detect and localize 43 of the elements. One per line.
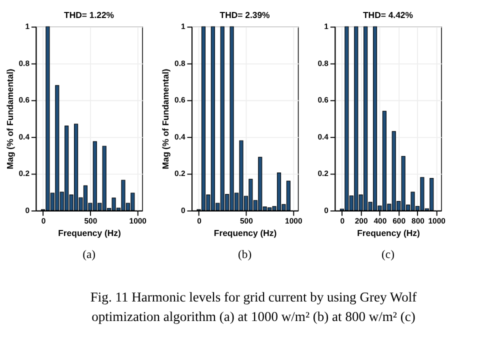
- x-tick-label: 800: [412, 216, 424, 226]
- text: (b): [238, 248, 252, 261]
- chart-title: THD= 4.42%: [362, 10, 414, 20]
- chart-title: THD= 2.39%: [220, 10, 270, 20]
- y-tick-label: 0: [25, 206, 30, 215]
- y-tick-label: 0.8: [318, 58, 330, 68]
- x-tick-label: 1000: [428, 216, 446, 226]
- x-tick-label: 200: [354, 216, 368, 226]
- x-tick-label: 500: [240, 216, 253, 226]
- y-tick-label: 0: [180, 206, 186, 215]
- y-tick-label: 0.2: [174, 169, 186, 178]
- x-axis-title: Frequency (Hz): [58, 228, 121, 238]
- y-tick-label: 0.2: [18, 169, 30, 178]
- caption: Fig. 11 Harmonic levels for grid current by using Grey Wolf: [90, 289, 418, 304]
- x-tick-label: 1000: [129, 216, 146, 226]
- y-tick-label: 1: [25, 22, 30, 32]
- text: optimization algorithm (a) at 1000 w/m² (b) at 800 w/m² (c): [92, 308, 416, 324]
- y-tick-label: 0: [324, 206, 328, 215]
- x-tick-label: 0: [340, 216, 345, 226]
- x-tick-label: 1000: [285, 216, 302, 226]
- text: (c): [382, 248, 395, 261]
- x-tick-label: 400: [374, 216, 387, 226]
- y-tick-label: 1: [324, 22, 330, 32]
- y-tick-label: 0.8: [18, 58, 30, 68]
- x-tick-label: 500: [84, 216, 98, 226]
- y-axis-title: Mag (% of Fundamental): [160, 68, 171, 170]
- y-tick-label: 0.4: [174, 132, 186, 142]
- y-tick-label: 0.8: [174, 58, 186, 68]
- x-tick-label: 600: [392, 216, 406, 226]
- text: (a): [82, 248, 96, 261]
- y-axis-title: Mag (% of Fundamental): [4, 68, 15, 170]
- y-tick-label: 0.2: [318, 169, 328, 178]
- x-axis-title: Frequency (Hz): [357, 228, 420, 238]
- y-tick-label: 0.4: [318, 132, 330, 142]
- x-axis-title: Frequency (Hz): [214, 228, 277, 238]
- y-tick-label: 0.6: [174, 96, 186, 105]
- chart-title: THD= 1.22%: [64, 10, 114, 20]
- y-tick-label: 0.6: [18, 96, 30, 105]
- y-tick-label: 0.4: [18, 132, 30, 142]
- y-tick-label: 0.6: [318, 96, 330, 105]
- x-tick-label: 0: [41, 216, 46, 226]
- y-tick-label: 1: [180, 22, 186, 32]
- x-tick-label: 0: [197, 216, 202, 226]
